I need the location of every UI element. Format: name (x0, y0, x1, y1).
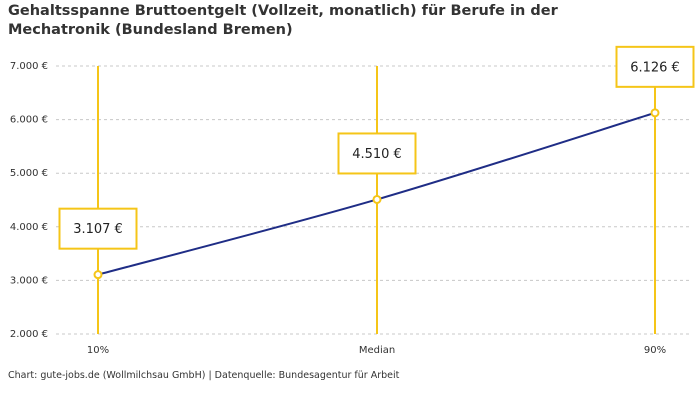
x-tick-label: 90% (644, 345, 666, 356)
value-label-box (337, 132, 417, 175)
data-point (93, 270, 103, 280)
data-point (650, 108, 660, 118)
value-label: 3.107 € (73, 222, 123, 237)
source-note: Chart: gute-jobs.de (Wollmilchsau GmbH) … (8, 370, 400, 381)
data-point (372, 194, 382, 204)
value-label: 6.126 € (630, 60, 680, 75)
value-label-box (58, 207, 138, 250)
value-label: 4.510 € (352, 147, 402, 162)
y-tick-label: 6.000 € (10, 115, 48, 126)
x-tick-label: Median (359, 345, 395, 356)
y-tick-label: 4.000 € (10, 222, 48, 233)
y-tick-label: 3.000 € (10, 275, 48, 286)
y-tick-label: 7.000 € (10, 61, 48, 72)
chart-title: Gehaltsspanne Bruttoentgelt (Vollzeit, m… (8, 3, 558, 38)
value-label-box (615, 45, 695, 88)
y-tick-label: 5.000 € (10, 168, 48, 179)
y-tick-label: 2.000 € (10, 329, 48, 340)
x-tick-label: 10% (87, 345, 109, 356)
